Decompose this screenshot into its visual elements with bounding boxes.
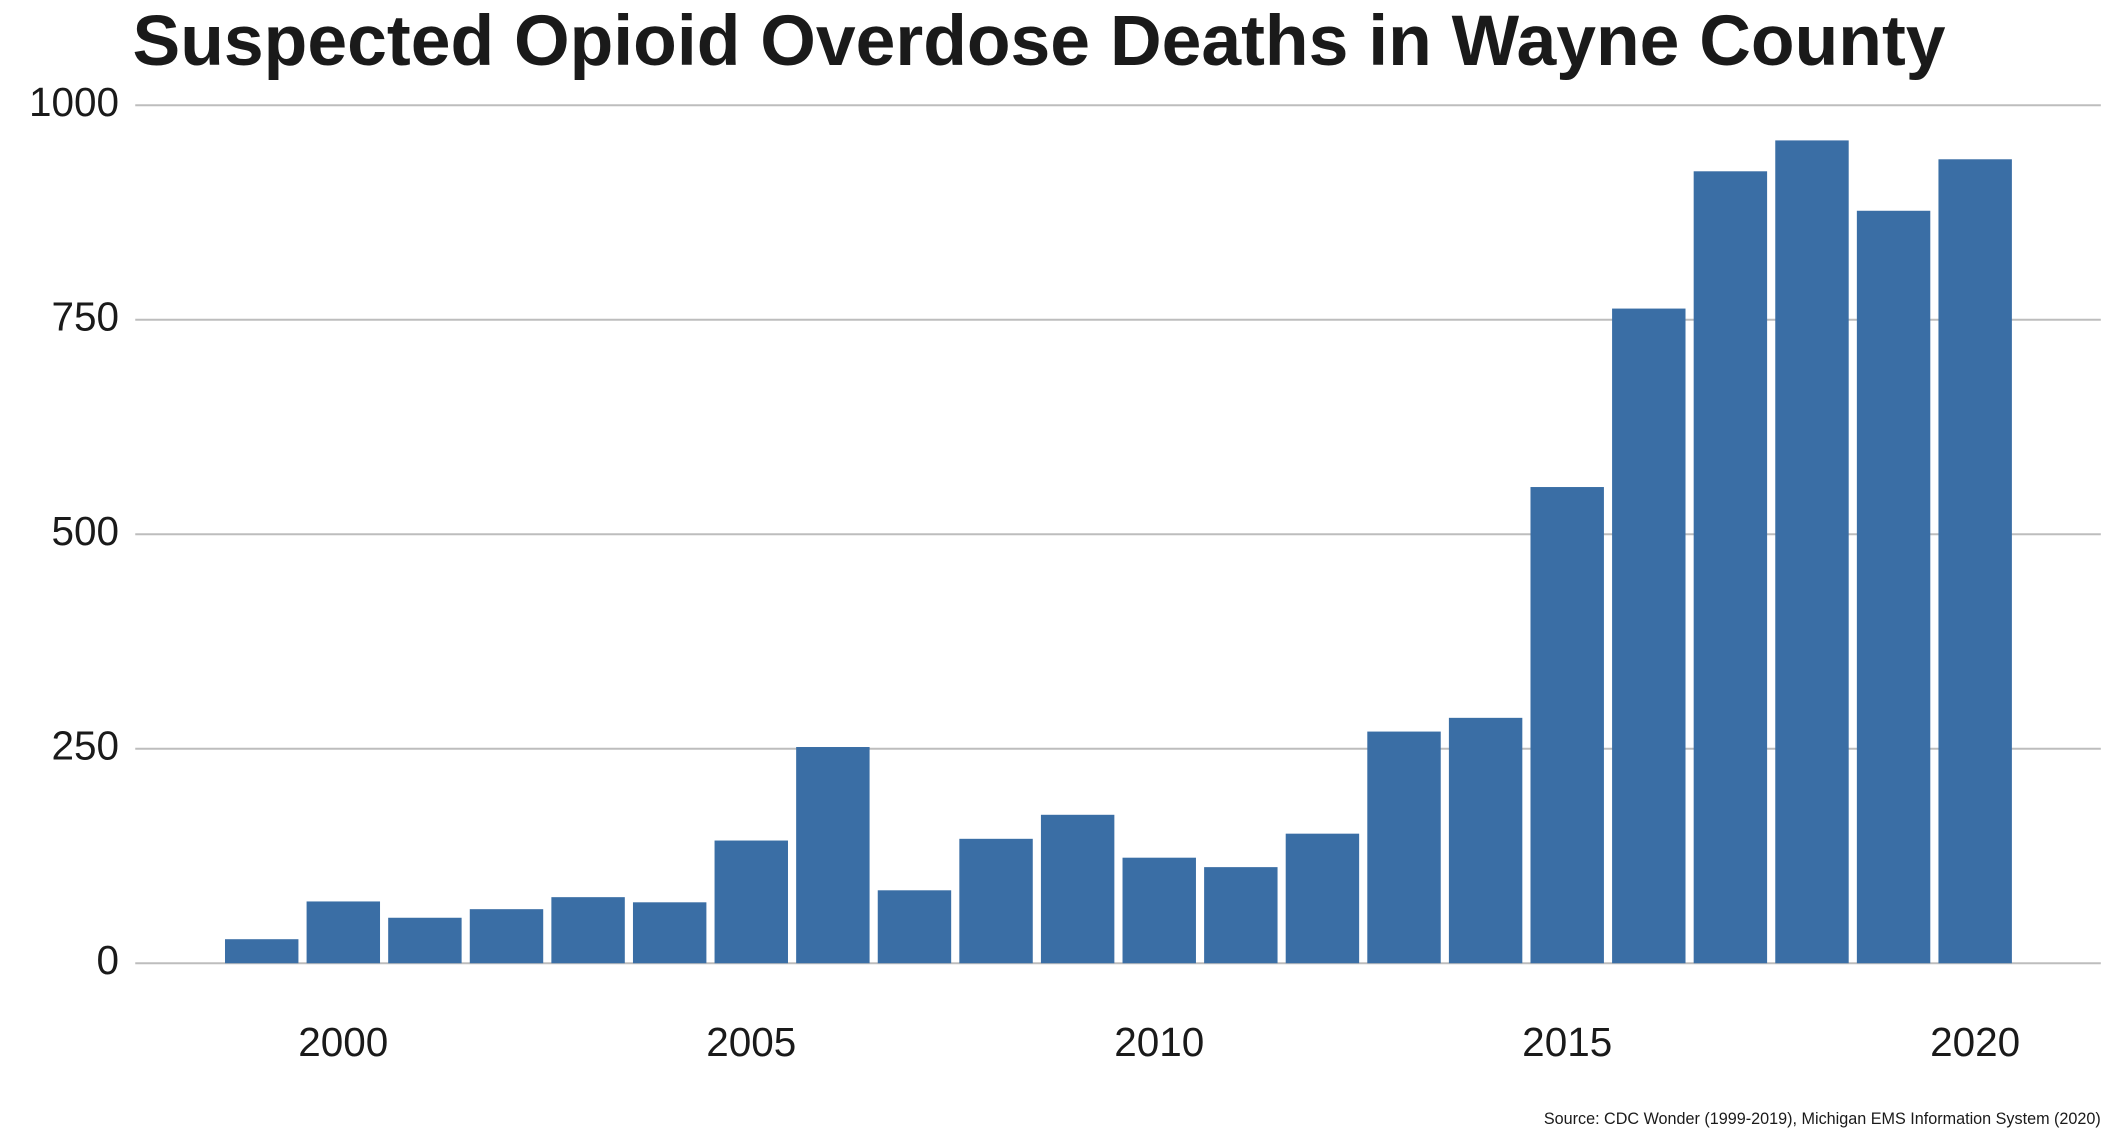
y-tick-label: 250 <box>52 722 120 768</box>
x-tick-label: 2000 <box>298 1019 388 1065</box>
bar <box>632 902 707 964</box>
bar <box>1448 717 1523 964</box>
bar <box>1285 833 1360 964</box>
bar <box>1612 308 1686 964</box>
bar <box>1122 857 1196 964</box>
bar <box>1856 210 1931 964</box>
bar <box>388 917 462 964</box>
bar <box>1367 731 1441 964</box>
y-tick-label: 500 <box>52 508 120 554</box>
y-tick-label: 1000 <box>29 79 119 125</box>
bar <box>714 840 788 964</box>
bar <box>1204 867 1278 964</box>
x-tick-label: 2005 <box>706 1019 796 1065</box>
x-tick-label: 2015 <box>1522 1019 1612 1065</box>
bar <box>551 897 625 964</box>
bar <box>1040 814 1115 964</box>
x-tick-label: 2010 <box>1114 1019 1204 1065</box>
bar <box>469 909 544 964</box>
bar <box>1530 487 1604 964</box>
bar <box>1938 159 2012 964</box>
chart-title: Suspected Opioid Overdose Deaths in Wayn… <box>133 1 1946 81</box>
bar <box>877 890 952 964</box>
bar <box>959 838 1033 964</box>
bar <box>224 939 299 964</box>
x-tick-label: 2020 <box>1930 1019 2020 1065</box>
y-tick-label: 0 <box>97 937 120 983</box>
source-note: Source: CDC Wonder (1999-2019), Michigan… <box>1544 1110 2101 1128</box>
y-tick-label: 750 <box>52 293 120 339</box>
bar <box>1693 171 1768 964</box>
bar <box>306 901 381 964</box>
bar <box>1775 140 1849 964</box>
bar <box>796 747 870 964</box>
